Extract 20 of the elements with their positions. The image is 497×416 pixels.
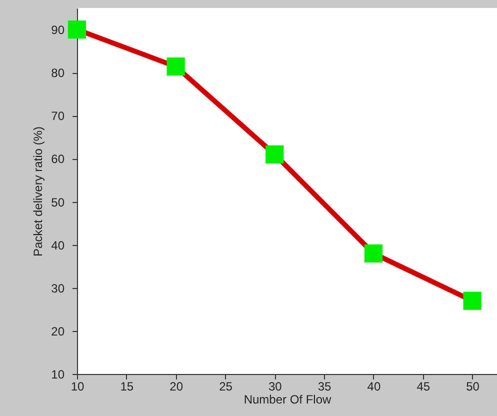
x-axis-title: Number Of Flow <box>244 392 332 406</box>
y-tick-label: 10 <box>51 368 65 382</box>
x-tick-label: 15 <box>120 380 134 394</box>
y-tick-label: 70 <box>51 109 65 124</box>
y-tick-label: 40 <box>51 238 65 252</box>
y-tick-label: 50 <box>51 195 65 210</box>
y-tick-label: 20 <box>51 324 65 338</box>
x-tick-label: 10 <box>70 380 84 394</box>
y-tick-label: 90 <box>51 23 65 38</box>
x-tick-label: 50 <box>466 380 480 394</box>
x-tick-label: 40 <box>367 380 381 394</box>
x-tick-label: 35 <box>318 380 332 394</box>
x-tick-label: 20 <box>170 380 184 394</box>
x-tick-label: 45 <box>416 380 430 394</box>
x-tick-label: 30 <box>268 380 282 394</box>
y-tick-label: 60 <box>51 152 65 166</box>
y-tick-label: 80 <box>51 66 65 80</box>
y-tick-label: 30 <box>51 281 65 296</box>
x-tick-label: 25 <box>219 380 233 394</box>
y-axis-title: Packet delivery ratio (%) <box>31 126 46 257</box>
